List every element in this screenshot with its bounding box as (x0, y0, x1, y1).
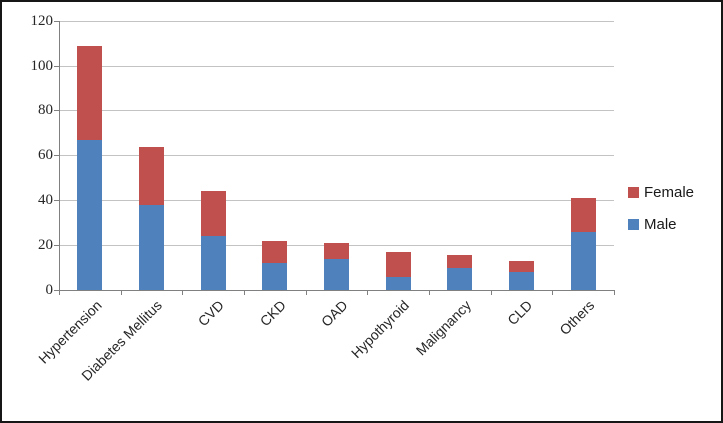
x-axis-category-label: Others (556, 297, 598, 339)
x-axis-category-label: CVD (195, 297, 228, 330)
x-axis-tick-mark (552, 290, 553, 295)
x-axis-category-label: CLD (504, 297, 536, 329)
bar-male-5 (386, 277, 411, 290)
y-axis-tick-mark (54, 66, 59, 67)
bar-female-3 (262, 241, 287, 263)
bar-female-7 (509, 261, 534, 272)
x-axis-tick-mark (429, 290, 430, 295)
x-axis-category-label: Hypothyroid (348, 297, 413, 362)
y-axis-tick-label: 20 (38, 237, 53, 253)
x-axis-line (59, 290, 615, 291)
gridline-60 (59, 155, 614, 156)
bar-male-6 (447, 268, 472, 290)
gridline-120 (59, 21, 614, 22)
male-series-swatch-icon (628, 219, 639, 230)
bar-female-8 (571, 198, 596, 232)
y-axis-tick-mark (54, 290, 59, 291)
x-axis-tick-mark (59, 290, 60, 295)
legend-item-female: Female (628, 185, 694, 200)
gridline-100 (59, 66, 614, 67)
bar-male-7 (509, 272, 534, 290)
bar-female-2 (201, 191, 226, 236)
legend: Female Male (628, 185, 694, 249)
bar-male-3 (262, 263, 287, 290)
x-axis-category-label: OAD (317, 297, 351, 330)
legend-label-female: Female (644, 184, 695, 201)
bar-female-0 (77, 46, 102, 140)
y-axis-tick-label: 100 (30, 58, 54, 74)
x-axis-tick-mark (244, 290, 245, 295)
x-axis-tick-mark (121, 290, 122, 295)
y-axis-tick-mark (54, 110, 59, 111)
gridline-80 (59, 110, 614, 111)
y-axis-tick-mark (54, 245, 59, 246)
x-axis-tick-mark (614, 290, 615, 295)
legend-item-male: Male (628, 217, 694, 232)
bar-male-2 (201, 236, 226, 290)
bar-female-6 (447, 255, 472, 268)
y-axis-tick-label: 80 (38, 102, 53, 118)
gridline-40 (59, 200, 614, 201)
bar-female-4 (324, 243, 349, 259)
y-axis-line (59, 21, 60, 291)
x-axis-tick-mark (182, 290, 183, 295)
y-axis-tick-mark (54, 21, 59, 22)
bar-female-5 (386, 252, 411, 277)
y-axis-tick-label: 40 (38, 192, 53, 208)
bar-female-1 (139, 147, 164, 205)
bar-male-0 (77, 140, 102, 290)
y-axis-tick-label: 60 (38, 147, 53, 163)
bar-male-4 (324, 259, 349, 290)
y-axis-tick-label: 0 (45, 282, 54, 298)
x-axis-category-label: Malignancy (412, 297, 475, 359)
female-series-swatch-icon (628, 187, 639, 198)
y-axis-tick-label: 120 (30, 13, 54, 29)
x-axis-tick-mark (367, 290, 368, 295)
bar-male-8 (571, 232, 596, 290)
x-axis-category-label: CKD (257, 297, 290, 330)
x-axis-tick-mark (491, 290, 492, 295)
y-axis-tick-mark (54, 200, 59, 201)
y-axis-tick-mark (54, 155, 59, 156)
legend-label-male: Male (644, 216, 677, 233)
bar-male-1 (139, 205, 164, 290)
x-axis-tick-mark (306, 290, 307, 295)
